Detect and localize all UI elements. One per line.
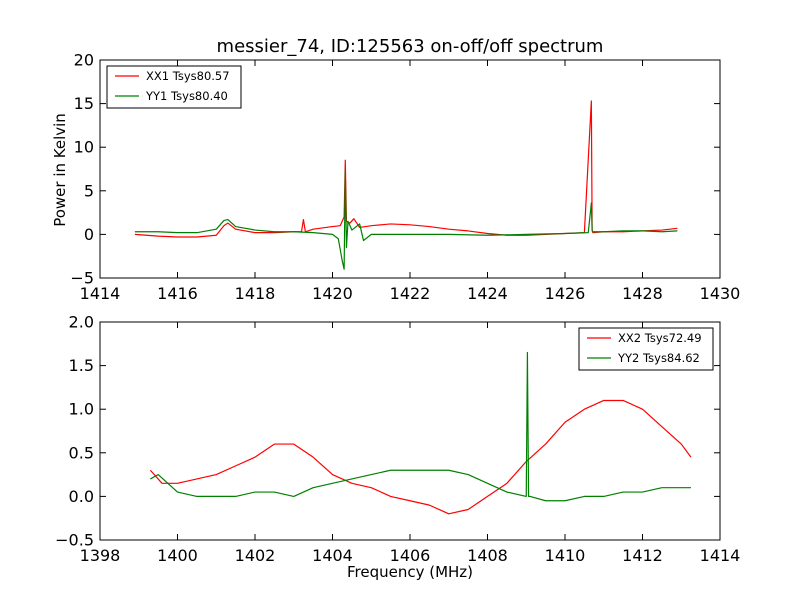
y-axis-label: Power in Kelvin [51, 113, 69, 227]
bottom-x-tick-label: 1410 [545, 546, 586, 565]
top-panel: 1414 1416 1418 1420 1422 1424 1426 1428 1430 −5 0 5… [70, 51, 740, 304]
bottom-legend: XX2 Tsys72.49 YY2 Tsys84.62 [578, 327, 714, 371]
bottom-y-tick-label: 1.0 [69, 400, 94, 419]
top-x-tick-label: 1420 [312, 284, 353, 303]
top-y-tick-label: −5 [70, 269, 94, 288]
bottom-x-tick-label: 1402 [235, 546, 276, 565]
bottom-legend-box [578, 327, 714, 371]
top-legend-label-2: YY1 Tsys80.40 [145, 89, 228, 103]
bottom-legend-label-1: XX2 Tsys72.49 [618, 331, 702, 345]
bottom-y-tick-label: 0.5 [69, 443, 94, 462]
bottom-x-tick-label: 1412 [622, 546, 663, 565]
chart-title: messier_74, ID:125563 on-off/off spectru… [217, 36, 604, 57]
bottom-x-tick-label: 1408 [467, 546, 508, 565]
top-x-tick-label: 1428 [622, 284, 663, 303]
top-y-tick-label: 0 [84, 225, 94, 244]
top-x-tick-label: 1416 [157, 284, 198, 303]
x-axis-label: Frequency (MHz) [347, 563, 473, 581]
bottom-y-tick-label: 1.5 [69, 356, 94, 375]
bottom-series-group [149, 351, 692, 515]
top-y-tick-label: 20 [74, 51, 94, 70]
top-x-tick-label: 1426 [545, 284, 586, 303]
top-y-tick-label: 5 [84, 181, 94, 200]
top-x-tick-label: 1430 [700, 284, 741, 303]
top-plot-area [134, 100, 678, 270]
top-x-tick-label: 1414 [80, 284, 121, 303]
top-legend: XX1 Tsys80.57 YY1 Tsys80.40 [106, 65, 242, 109]
bottom-x-tick-label: 1414 [700, 546, 741, 565]
bottom-y-tick-label: 0.0 [69, 487, 94, 506]
top-y-tick-label: 10 [74, 138, 94, 157]
top-series-line-1 [134, 100, 678, 238]
top-legend-label-1: XX1 Tsys80.57 [146, 69, 230, 83]
bottom-x-tick-label: 1398 [80, 546, 121, 565]
bottom-y-tick-label: 2.0 [69, 313, 94, 332]
bottom-x-tick-label: 1404 [312, 546, 353, 565]
top-series-group [134, 100, 678, 270]
bottom-series-line-1 [149, 399, 692, 515]
top-y-tick-label: 15 [74, 94, 94, 113]
top-x-tick-label: 1422 [390, 284, 431, 303]
top-x-tick-label: 1418 [235, 284, 276, 303]
top-x-tick-label: 1424 [467, 284, 508, 303]
bottom-x-tick-label: 1406 [390, 546, 431, 565]
bottom-panel: 1398 1400 1402 1404 1406 1408 1410 1412 1414 −0.5… [55, 313, 740, 566]
top-series-line-2 [134, 170, 678, 270]
bottom-series-line-2 [150, 351, 691, 502]
bottom-plot-area [149, 351, 692, 515]
top-legend-box [106, 65, 242, 109]
bottom-x-tick-label: 1400 [157, 546, 198, 565]
bottom-y-tick-label: −0.5 [55, 531, 94, 550]
bottom-legend-label-2: YY2 Tsys84.62 [617, 351, 700, 365]
